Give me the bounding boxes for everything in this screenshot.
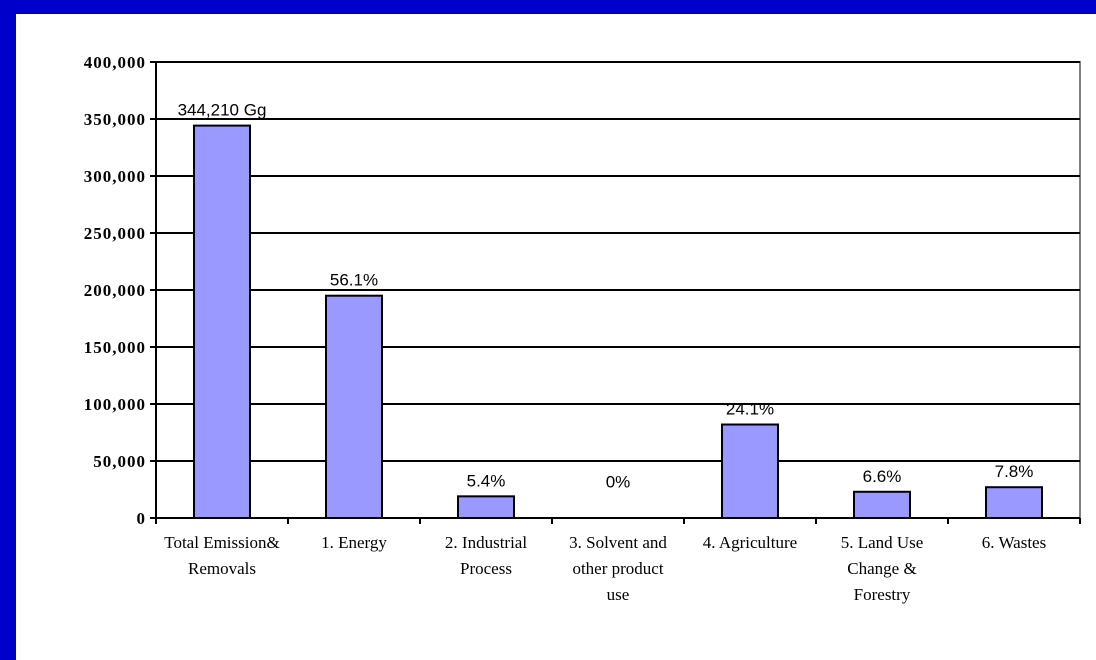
- x-category-label: 3. Solvent and other product use: [569, 533, 667, 604]
- y-tick-label: 350,000: [84, 110, 146, 129]
- x-category-label-line: 1. Energy: [321, 533, 387, 552]
- x-category-label-line: 6. Wastes: [982, 533, 1046, 552]
- x-category-label-line: other product: [572, 559, 663, 578]
- x-category-label-line: Total Emission&: [164, 533, 279, 552]
- bar: [721, 423, 779, 519]
- y-tick-label: 50,000: [93, 452, 146, 471]
- x-category-label: 2. Industrial Process: [445, 533, 527, 578]
- x-category-label-line: Forestry: [854, 585, 911, 604]
- data-label: 56.1%: [330, 271, 378, 290]
- x-category-label-line: 4. Agriculture: [703, 533, 797, 552]
- x-category-label-line: Process: [460, 559, 512, 578]
- data-label: 6.6%: [863, 467, 902, 486]
- x-category-label: 1. Energy: [321, 533, 387, 552]
- bar: [853, 490, 911, 519]
- bar: [193, 124, 251, 520]
- y-tick-label: 0: [137, 509, 147, 528]
- chart-panel: 0 50,000 100,000 150,000 200,000 250,000 300,0…: [16, 14, 1096, 660]
- data-label: 5.4%: [467, 471, 506, 490]
- x-category-label-line: Change &: [847, 559, 916, 578]
- data-label: 24.1%: [726, 400, 774, 419]
- x-category-label-line: 3. Solvent and: [569, 533, 667, 552]
- y-tick-label: 400,000: [84, 53, 146, 72]
- x-category-label: 5. Land Use Change & Forestry: [841, 533, 924, 604]
- x-category-label: Total Emission& Removals: [164, 533, 279, 578]
- x-category-label: 4. Agriculture: [703, 533, 797, 552]
- x-category-label-line: use: [607, 585, 630, 604]
- x-category-label-line: 5. Land Use: [841, 533, 924, 552]
- y-tick-label: 100,000: [84, 395, 146, 414]
- y-tick-label: 250,000: [84, 224, 146, 243]
- data-label: 7.8%: [995, 462, 1034, 481]
- data-label: 344,210 Gg: [178, 101, 267, 120]
- bar: [457, 495, 515, 519]
- y-tick-label: 200,000: [84, 281, 146, 300]
- y-tick-label: 150,000: [84, 338, 146, 357]
- y-tick-label: 300,000: [84, 167, 146, 186]
- x-category-label: 6. Wastes: [982, 533, 1046, 552]
- data-label: 0%: [606, 472, 631, 491]
- x-category-label-line: Removals: [188, 559, 256, 578]
- bar: [985, 486, 1043, 520]
- bar-chart: 0 50,000 100,000 150,000 200,000 250,000 300,0…: [84, 53, 1081, 604]
- bar: [325, 294, 383, 520]
- x-category-label-line: 2. Industrial: [445, 533, 527, 552]
